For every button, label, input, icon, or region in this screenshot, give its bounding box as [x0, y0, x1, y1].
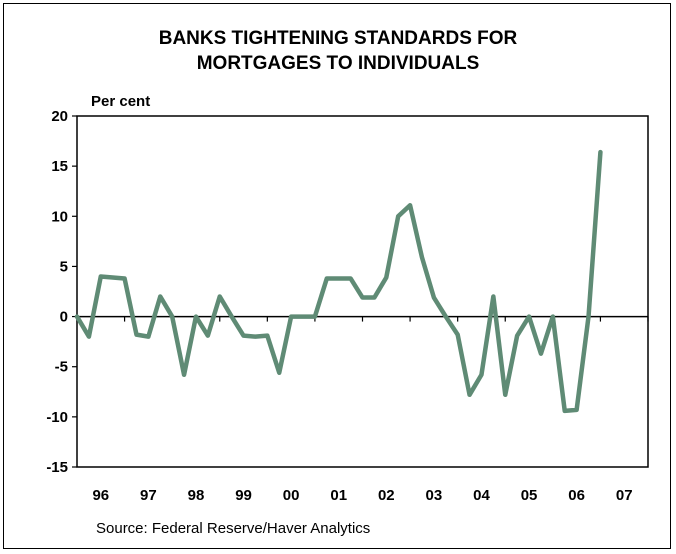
y-tick-label: 15 [51, 158, 68, 175]
y-tick-label: -10 [46, 409, 68, 426]
chart-title: BANKS TIGHTENING STANDARDS FOR MORTGAGES… [0, 26, 676, 76]
plot-area: 20 15 10 5 0 -5 -10 -15 96 97 98 99 00 01 02 03 04 05 06 0… [46, 108, 649, 504]
x-tick-label: 98 [188, 487, 205, 504]
y-axis-label: Per cent [91, 93, 150, 110]
series-layer [74, 149, 603, 414]
x-tick-label: 99 [235, 487, 252, 504]
y-axis: 20 15 10 5 0 -5 -10 -15 [46, 108, 77, 476]
x-axis: 96 97 98 99 00 01 02 03 04 05 06 07 [76, 316, 649, 504]
x-tick-label: 01 [330, 487, 347, 504]
y-tick-label: 10 [51, 208, 68, 225]
y-tick-label: -15 [46, 459, 68, 476]
x-tick-label: 06 [568, 487, 585, 504]
x-tick-label: 00 [283, 487, 300, 504]
plot-border [76, 115, 649, 468]
series-line-0 [74, 149, 603, 414]
y-tick-label: 20 [51, 108, 68, 125]
x-tick-label: 02 [378, 487, 395, 504]
x-tick-label: 07 [616, 487, 633, 504]
x-tick-label: 03 [426, 487, 443, 504]
y-tick-label: 5 [60, 258, 68, 275]
y-tick-label: 0 [60, 309, 68, 326]
x-tick-label: 96 [92, 487, 109, 504]
chart-title-line-2: MORTGAGES TO INDIVIDUALS [196, 53, 480, 74]
y-tick-label: -5 [55, 359, 68, 376]
chart-title-line-1: BANKS TIGHTENING STANDARDS FOR [158, 28, 518, 49]
x-tick-label: 97 [140, 487, 157, 504]
x-tick-label: 04 [473, 487, 490, 504]
source-note: Source: Federal Reserve/Haver Analytics [96, 520, 371, 537]
x-tick-label: 05 [521, 487, 538, 504]
